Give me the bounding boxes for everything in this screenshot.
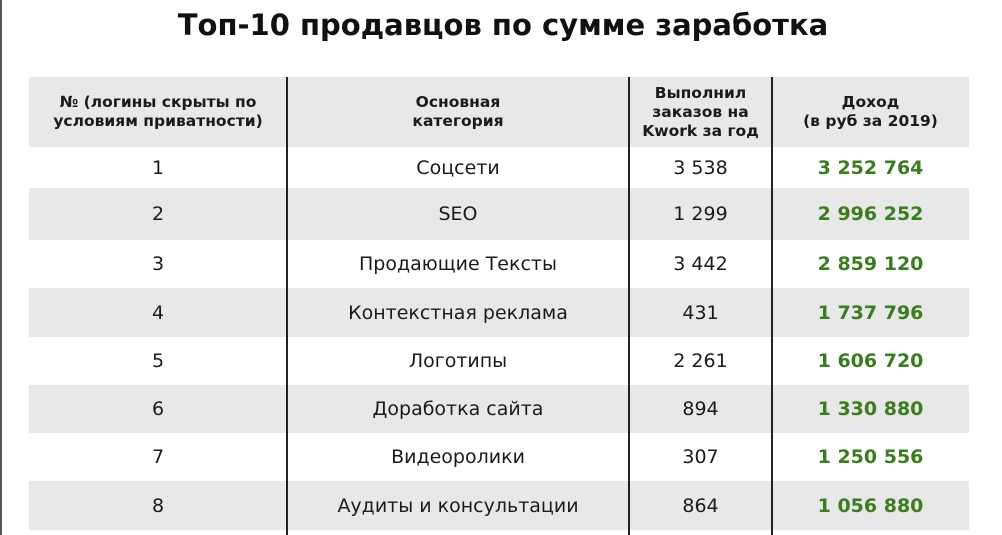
table-row: 4 Контекстная реклама 431 1 737 796 xyxy=(29,288,969,337)
table-cell: 6 xyxy=(151,398,165,420)
table-cell: 307 xyxy=(682,446,719,468)
table-cell: 1 299 xyxy=(673,203,728,225)
table-row: 1 Соцсети 3 538 3 252 764 xyxy=(29,147,969,188)
table-cell: 2 261 xyxy=(673,350,728,372)
table-cell: Доработка сайта xyxy=(372,398,544,420)
table-row: 6 Доработка сайта 894 1 330 880 xyxy=(29,385,969,433)
table-cell: 7 xyxy=(151,446,165,468)
header-cell: № (логины скрыты по условиям приватности… xyxy=(53,93,263,130)
table-cell: 864 xyxy=(682,494,719,517)
title: Топ-10 продавцов по сумме заработка xyxy=(177,8,829,42)
table-cell: 2 xyxy=(151,203,165,225)
table-cell: Видеоролики xyxy=(391,446,525,468)
table-row: 3 Продающие Тексты 3 442 2 859 120 xyxy=(29,240,969,288)
table-cell: 431 xyxy=(682,301,719,324)
table-cell: Аудиты и консультации xyxy=(337,494,579,517)
income-cell: 1 250 556 xyxy=(817,446,924,468)
income-cell: 1 737 796 xyxy=(817,301,924,324)
header-cell: Основная категория xyxy=(412,93,504,130)
table-row: 5 Логотипы 2 261 1 606 720 xyxy=(29,337,969,385)
header-cell: Доход (в руб за 2019) xyxy=(803,93,938,130)
table-cell: 4 xyxy=(151,301,165,324)
table-cell: 3 xyxy=(151,253,165,275)
table-cell: 3 442 xyxy=(673,253,728,275)
table-cell: 3 538 xyxy=(673,156,728,179)
income-cell: 2 859 120 xyxy=(817,253,924,275)
income-cell: 1 330 880 xyxy=(817,398,924,420)
table-cell: Продающие Тексты xyxy=(358,253,557,275)
table-cell: 5 xyxy=(151,350,165,372)
table-cell: Логотипы xyxy=(408,350,508,372)
header-cell: Выполнил заказов на Kwork за год xyxy=(642,83,759,140)
header-row: № (логины скрыты по условиям приватности… xyxy=(29,77,969,147)
income-cell: 1 056 880 xyxy=(817,494,924,517)
column-divider xyxy=(286,77,288,535)
table-cell: 1 xyxy=(151,156,165,179)
table-row: 2 SEO 1 299 2 996 252 xyxy=(29,188,969,240)
column-divider xyxy=(628,77,630,535)
table-cell: Контекстная реклама xyxy=(348,301,568,324)
income-cell: 1 606 720 xyxy=(817,350,924,372)
table-cell: Соцсети xyxy=(416,156,500,179)
table-cell: 8 xyxy=(151,494,165,517)
income-cell: 2 996 252 xyxy=(817,203,924,225)
income-cell: 3 252 764 xyxy=(817,156,924,179)
table-row: 8 Аудиты и консультации 864 1 056 880 xyxy=(29,481,969,530)
column-divider xyxy=(771,77,773,535)
table-row: 7 Видеоролики 307 1 250 556 xyxy=(29,433,969,481)
table-cell: SEO xyxy=(438,203,478,225)
table-cell: 894 xyxy=(682,398,719,420)
